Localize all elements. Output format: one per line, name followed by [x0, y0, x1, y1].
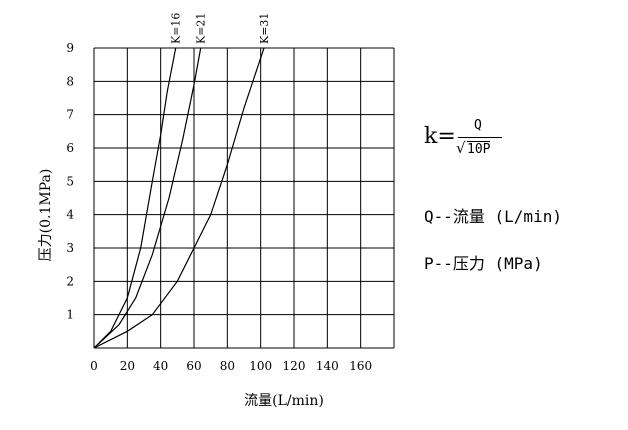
- tick-labels: 0 20 40 60 80 100 120 140 160 1 2 3 4 5 6 7 8 9: [66, 41, 372, 373]
- legend-q-definition: Q--流量 (L/min): [424, 207, 562, 226]
- x-axis-title: 流量(L/min): [244, 393, 324, 409]
- y-tick-label: 8: [66, 74, 74, 88]
- curves: [93, 47, 265, 349]
- series-label: K=31: [258, 13, 271, 44]
- y-tick-label: 9: [66, 41, 74, 55]
- formula-numerator: Q: [474, 118, 482, 133]
- y-axis-title: 压力(0.1MPa): [38, 169, 54, 262]
- x-tick-label: 120: [283, 359, 306, 373]
- y-tick-label: 6: [66, 141, 74, 155]
- series-curve: [93, 47, 265, 349]
- formula-radical-sign: √: [456, 139, 466, 157]
- formula-denominator: 10P: [467, 141, 491, 157]
- x-tick-label: 40: [153, 359, 168, 373]
- legend-p-definition: P--压力 (MPa): [424, 254, 543, 273]
- y-tick-label: 1: [66, 308, 74, 322]
- y-tick-label: 2: [66, 274, 74, 288]
- x-tick-label: 0: [90, 359, 98, 373]
- y-tick-label: 4: [66, 208, 74, 222]
- y-tick-label: 5: [66, 174, 74, 188]
- series-curve: [93, 47, 202, 349]
- x-tick-label: 80: [220, 359, 235, 373]
- grid: [93, 47, 395, 349]
- formula-denominator-group: √ 10P: [456, 139, 506, 159]
- y-tick-label: 3: [66, 241, 74, 255]
- k-formula: k= Q √ 10P: [424, 118, 524, 168]
- series-label: K=16: [170, 13, 183, 44]
- series-label: K=21: [195, 13, 208, 44]
- x-tick-label: 20: [120, 359, 135, 373]
- x-tick-label: 100: [249, 359, 272, 373]
- x-tick-label: 140: [316, 359, 339, 373]
- x-tick-label: 160: [349, 359, 372, 373]
- formula-fraction-bar: [458, 137, 502, 138]
- curve-labels: K=16 K=21 K=31: [170, 13, 271, 44]
- x-tick-label: 60: [186, 359, 201, 373]
- formula-lhs: k=: [424, 124, 456, 149]
- y-tick-label: 7: [66, 108, 74, 122]
- series-curve: [93, 47, 177, 349]
